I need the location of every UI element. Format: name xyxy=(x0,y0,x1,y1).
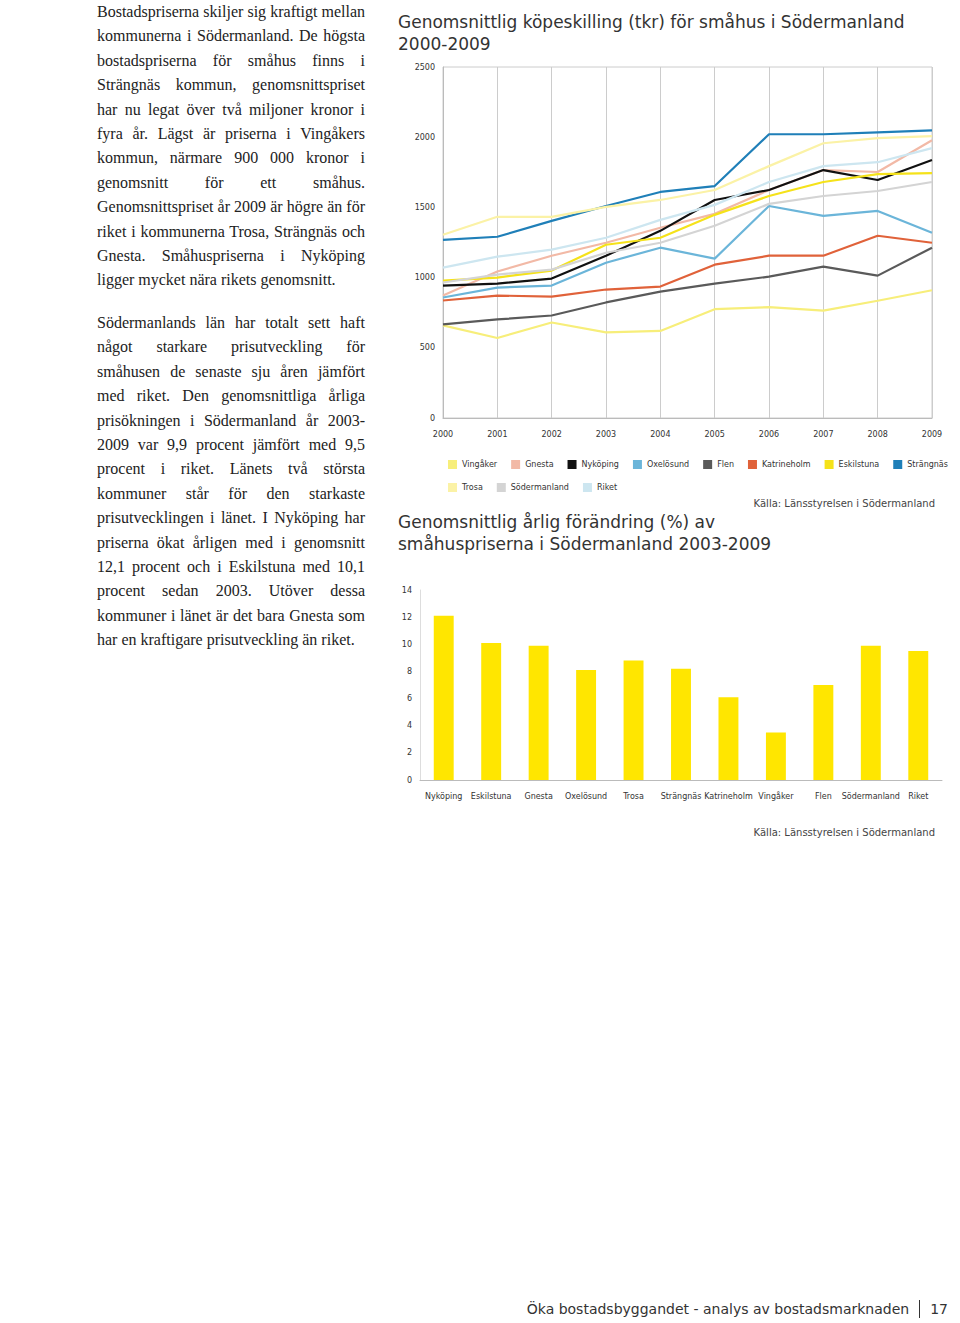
svg-text:2008: 2008 xyxy=(867,430,887,439)
svg-text:Genomsnittlig köpeskilling (tk: Genomsnittlig köpeskilling (tkr) för små… xyxy=(398,12,910,32)
svg-text:Källa: Länsstyrelsen i Söderma: Källa: Länsstyrelsen i Södermanland xyxy=(754,827,935,838)
svg-text:2005: 2005 xyxy=(704,430,724,439)
html-text:17: 17 xyxy=(930,1301,948,1317)
svg-text:Genomsnittlig årlig förändring: Genomsnittlig årlig förändring (%) av xyxy=(398,512,721,532)
svg-text:Riket: Riket xyxy=(597,483,617,492)
svg-text:Trosa: Trosa xyxy=(622,792,644,801)
svg-text:Vingåker: Vingåker xyxy=(462,459,498,469)
svg-text:Gnesta: Gnesta xyxy=(524,792,552,801)
svg-text:0: 0 xyxy=(430,414,435,423)
svg-text:2001: 2001 xyxy=(487,430,507,439)
svg-text:1500: 1500 xyxy=(415,203,435,212)
svg-text:Södermanland: Södermanland xyxy=(842,792,900,801)
svg-text:Katrineholm: Katrineholm xyxy=(704,792,753,801)
svg-text:Strängnäs: Strängnäs xyxy=(907,460,948,469)
svg-text:2006: 2006 xyxy=(759,430,779,439)
svg-text:Källa: Länsstyrelsen i Söderma: Källa: Länsstyrelsen i Södermanland xyxy=(754,498,935,509)
svg-text:2004: 2004 xyxy=(650,430,670,439)
svg-text:2007: 2007 xyxy=(813,430,833,439)
svg-text:4: 4 xyxy=(407,721,412,730)
svg-text:10: 10 xyxy=(402,640,412,649)
svg-text:Riket: Riket xyxy=(908,792,928,801)
svg-text:1000: 1000 xyxy=(415,273,435,282)
html-text:Öka bostadsbyggandet - analys: Öka bostadsbyggandet - analys av bostads… xyxy=(526,1301,910,1317)
svg-text:2500: 2500 xyxy=(415,63,435,72)
svg-text:småhuspriserna i Södermanland: småhuspriserna i Södermanland 2003-2009 xyxy=(398,534,771,554)
svg-text:Oxelösund: Oxelösund xyxy=(647,460,689,469)
svg-text:2000: 2000 xyxy=(415,133,435,142)
svg-text:Trosa: Trosa xyxy=(461,483,483,492)
svg-text:12: 12 xyxy=(402,613,412,622)
svg-text:2002: 2002 xyxy=(541,430,561,439)
svg-text:Flen: Flen xyxy=(717,460,734,469)
svg-text:Eskilstuna: Eskilstuna xyxy=(839,460,880,469)
svg-text:Södermanland: Södermanland xyxy=(511,483,569,492)
svg-text:Eskilstuna: Eskilstuna xyxy=(471,792,512,801)
svg-text:0: 0 xyxy=(407,776,412,785)
html-text:Södermanlands län har totalt s: Södermanlands län har totalt sett haft n… xyxy=(97,313,365,649)
svg-text:2009: 2009 xyxy=(922,430,942,439)
svg-text:2: 2 xyxy=(407,748,412,757)
svg-text:500: 500 xyxy=(420,343,435,352)
svg-text:Nyköping: Nyköping xyxy=(425,792,462,801)
svg-text:Gnesta: Gnesta xyxy=(525,460,553,469)
svg-text:2000-2009: 2000-2009 xyxy=(398,34,491,54)
svg-text:2000: 2000 xyxy=(433,430,453,439)
svg-text:Oxelösund: Oxelösund xyxy=(565,792,607,801)
svg-text:6: 6 xyxy=(407,694,412,703)
svg-text:8: 8 xyxy=(407,667,412,676)
svg-text:Strängnäs: Strängnäs xyxy=(661,792,702,801)
svg-text:2003: 2003 xyxy=(596,430,616,439)
html-text:Bostadspriserna skiljer sig kr: Bostadspriserna skiljer sig kraftigt mel… xyxy=(97,3,365,289)
svg-text:Flen: Flen xyxy=(815,792,832,801)
svg-text:Vingåker: Vingåker xyxy=(758,791,794,801)
svg-text:14: 14 xyxy=(402,586,412,595)
svg-text:Nyköping: Nyköping xyxy=(582,460,619,469)
svg-text:Katrineholm: Katrineholm xyxy=(762,460,811,469)
